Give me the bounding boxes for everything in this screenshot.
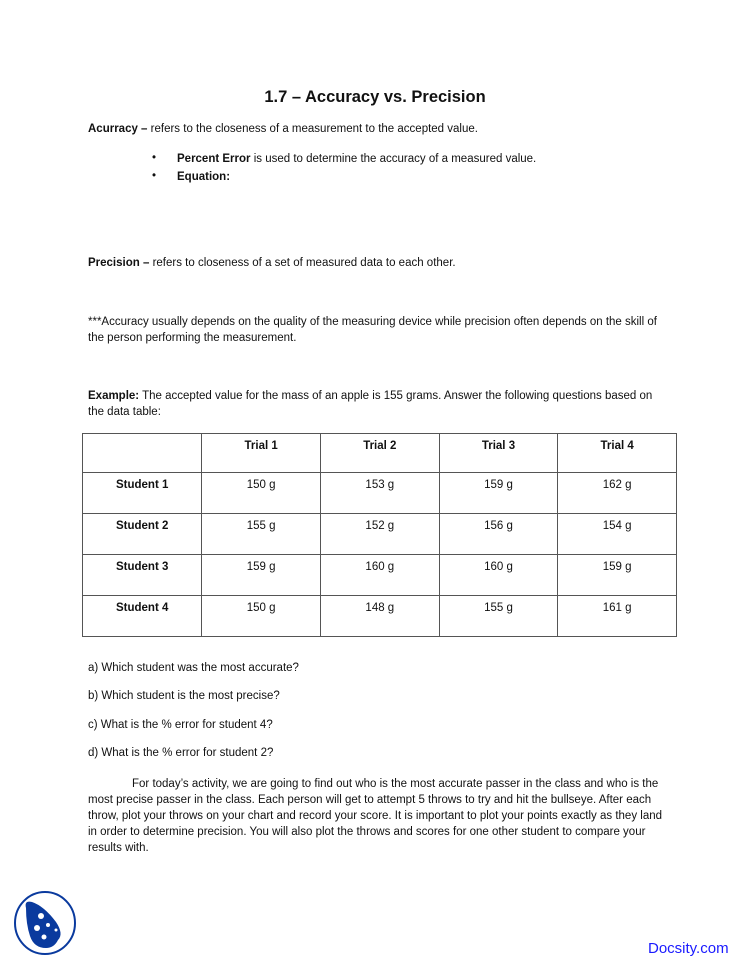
table-cell: 154 g — [557, 513, 677, 555]
table-row: Student 1 150 g 153 g 159 g 162 g — [81, 472, 677, 514]
precision-definition: Precision – refers to closeness of a set… — [88, 257, 456, 269]
question-d: d) What is the % error for student 2? — [88, 747, 274, 759]
table-header: Trial 1 — [201, 433, 321, 473]
note-paragraph: ***Accuracy usually depends on the quali… — [88, 316, 657, 344]
table-cell: 162 g — [557, 472, 677, 514]
docsity-link[interactable]: Docsity.com — [648, 940, 729, 957]
table-cell: 160 g — [319, 554, 440, 596]
table-cell: 160 g — [438, 554, 559, 596]
table-header: Trial 2 — [319, 433, 440, 473]
table-cell: 159 g — [557, 554, 677, 596]
question-a: a) Which student was the most accurate? — [88, 662, 299, 674]
docsity-logo-icon — [12, 890, 78, 959]
table-cell: 153 g — [319, 472, 440, 514]
example-paragraph: Example: The accepted value for the mass… — [88, 388, 668, 420]
table-cell: 155 g — [201, 513, 321, 555]
precision-term: Precision – — [88, 257, 150, 269]
row-header: Student 3 — [81, 554, 203, 596]
bullet-percent-error: Percent Error is used to determine the a… — [177, 153, 536, 165]
table-cell: 150 g — [201, 472, 321, 514]
question-b: b) Which student is the most precise? — [88, 690, 280, 702]
bullet-equation: Equation: — [177, 171, 230, 183]
table-header-row: Trial 1 Trial 2 Trial 3 Trial 4 — [81, 433, 677, 473]
page-title: 1.7 – Accuracy vs. Precision — [264, 88, 486, 106]
example-text: The accepted value for the mass of an ap… — [88, 390, 653, 418]
activity-paragraph: For today’s activity, we are going to fi… — [88, 778, 663, 854]
table-cell: 150 g — [201, 595, 321, 637]
table-cell: 159 g — [201, 554, 321, 596]
bullet-icon: • — [152, 170, 157, 182]
table-cell: 155 g — [438, 595, 559, 637]
question-c: c) What is the % error for student 4? — [88, 719, 273, 731]
table-cell: 159 g — [438, 472, 559, 514]
bullet-bold: Equation: — [177, 171, 231, 183]
table-cell: 148 g — [319, 595, 440, 637]
table-row: Student 4 150 g 148 g 155 g 161 g — [81, 595, 677, 637]
table-cell: 152 g — [319, 513, 440, 555]
example-label: Example: — [88, 390, 140, 402]
row-header: Student 4 — [81, 595, 203, 637]
bullet-icon: • — [152, 152, 157, 164]
accuracy-term: Acurracy – — [88, 123, 148, 135]
table-cell: 156 g — [438, 513, 559, 555]
bullet-bold: Percent Error — [177, 153, 251, 165]
table-header: Trial 4 — [557, 433, 677, 473]
row-header: Student 2 — [81, 513, 203, 555]
table-row: Student 2 155 g 152 g 156 g 154 g — [81, 513, 677, 555]
row-header: Student 1 — [81, 472, 203, 514]
accuracy-definition: Acurracy – refers to the closeness of a … — [88, 123, 478, 135]
table-row: Student 3 159 g 160 g 160 g 159 g — [81, 554, 677, 596]
accuracy-text: refers to the closeness of a measurement… — [147, 123, 478, 135]
bullet-text: is used to determine the accuracy of a m… — [250, 153, 537, 165]
precision-text: refers to closeness of a set of measured… — [149, 257, 456, 269]
table-cell: 161 g — [557, 595, 677, 637]
table-header — [81, 433, 203, 473]
table-header: Trial 3 — [438, 433, 559, 473]
data-table: Trial 1 Trial 2 Trial 3 Trial 4 Student … — [81, 433, 677, 637]
